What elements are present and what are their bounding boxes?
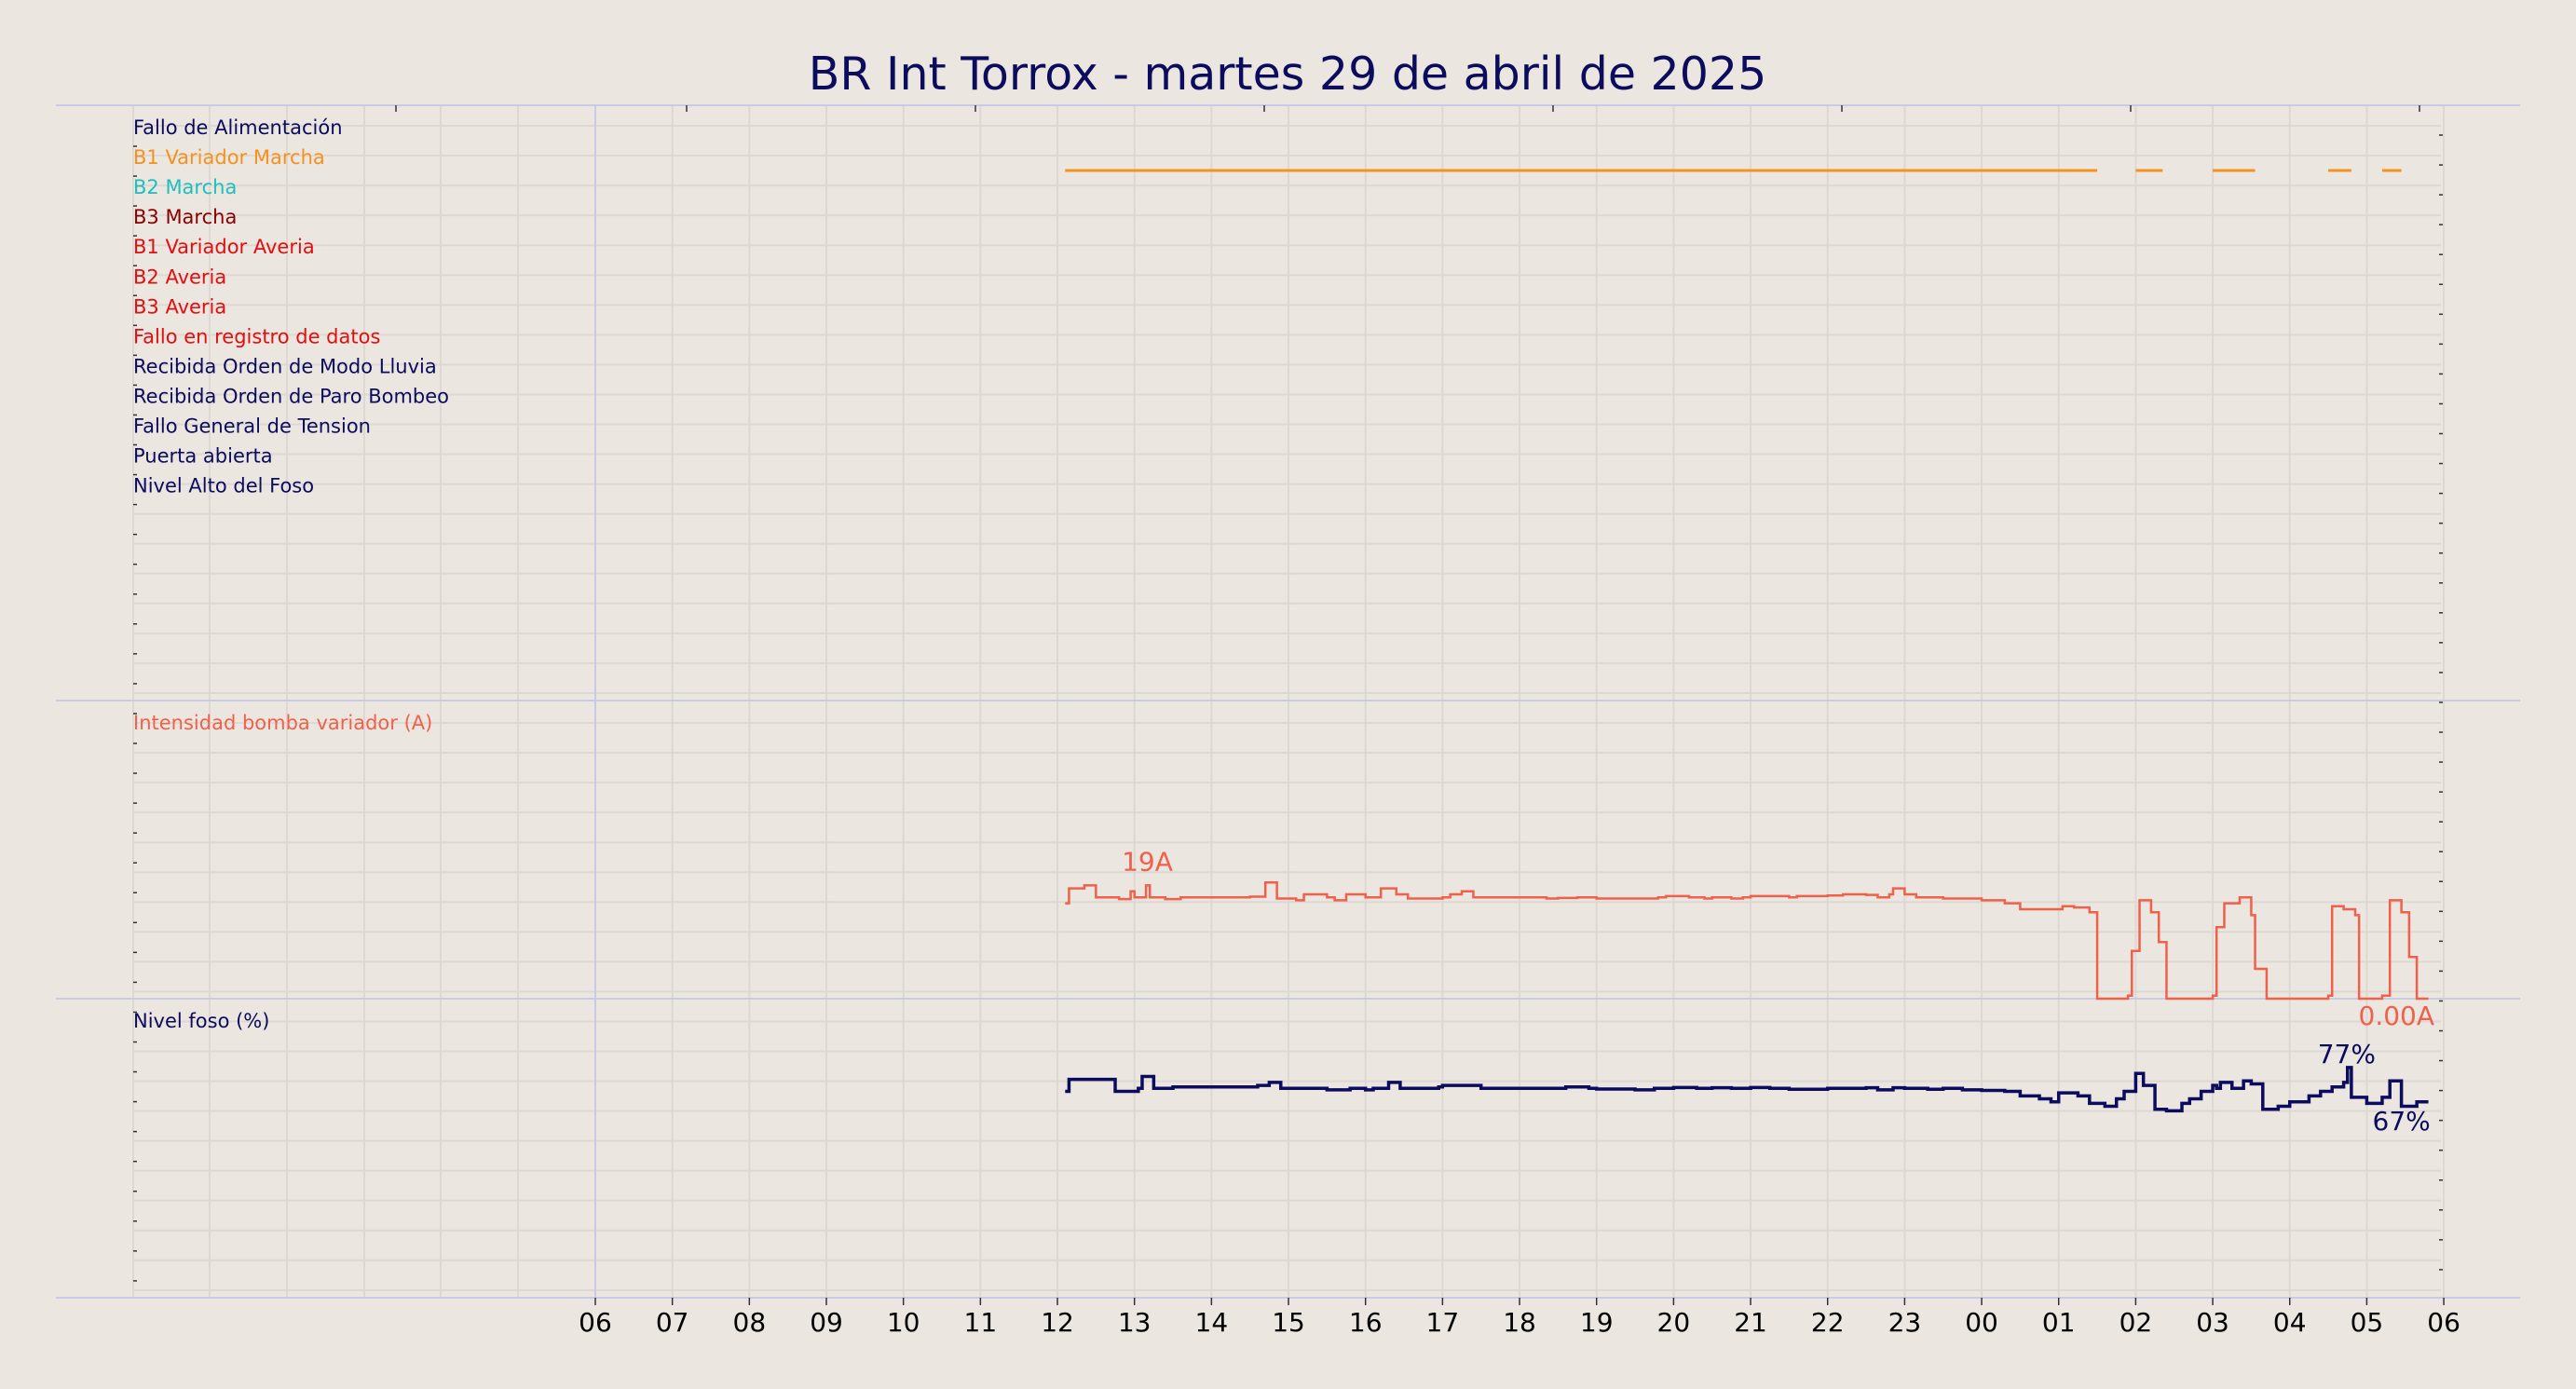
signal-label: B3 Averia	[133, 295, 226, 318]
current-annotation: 0.00A	[2359, 1001, 2435, 1031]
level-annotation: 67%	[2373, 1106, 2431, 1137]
x-tick-label: 08	[733, 1307, 767, 1338]
x-tick-label: 14	[1195, 1307, 1229, 1338]
x-tick-label: 04	[2273, 1307, 2307, 1338]
level-panel: Nivel foso (%) 77% 67%	[133, 1010, 2431, 1137]
x-tick-label: 07	[656, 1307, 689, 1338]
current-annotation: 19A	[1122, 846, 1173, 877]
signal-label: Recibida Orden de Modo Lluvia	[133, 355, 437, 377]
signal-label: Nivel Alto del Foso	[133, 475, 314, 497]
x-tick-label: 12	[1041, 1307, 1074, 1338]
signal-label: B1 Variador Marcha	[133, 146, 325, 169]
x-tick-label: 21	[1734, 1307, 1767, 1338]
x-tick-label: 13	[1118, 1307, 1152, 1338]
x-tick-label: 17	[1426, 1307, 1460, 1338]
signal-label: Recibida Orden de Paro Bombeo	[133, 385, 449, 407]
x-tick-label: 09	[810, 1307, 843, 1338]
signal-label: B2 Marcha	[133, 176, 237, 198]
signal-label: Fallo General de Tension	[133, 415, 371, 438]
signal-label: Fallo de Alimentación	[133, 116, 343, 139]
x-tick-label: 01	[2042, 1307, 2076, 1338]
signal-label: Fallo en registro de datos	[133, 325, 380, 347]
signal-label: B1 Variador Averia	[133, 236, 315, 258]
chart-title: BR Int Torrox - martes 29 de abril de 20…	[809, 48, 1767, 101]
signal-label: Puerta abierta	[133, 445, 273, 468]
x-tick-label: 22	[1811, 1307, 1845, 1338]
x-tick-label: 10	[887, 1307, 920, 1338]
x-tick-label: 15	[1272, 1307, 1305, 1338]
x-tick-label: 02	[2119, 1307, 2153, 1338]
x-tick-label: 23	[1888, 1307, 1922, 1338]
signal-label: B3 Marcha	[133, 206, 237, 228]
current-series-label: Intensidad bomba variador (A)	[133, 712, 432, 734]
signal-label: B2 Averia	[133, 266, 226, 288]
level-annotation: 77%	[2318, 1039, 2376, 1069]
x-tick-label: 00	[1965, 1307, 1998, 1338]
x-tick-label: 20	[1657, 1307, 1691, 1338]
digital-panel: Fallo de Alimentación B1 Variador Marcha B…	[133, 116, 2402, 497]
current-panel: Intensidad bomba variador (A) 19A 0.00A	[133, 712, 2434, 1031]
x-tick-label: 06	[2427, 1307, 2460, 1338]
x-tick-label: 18	[1503, 1307, 1536, 1338]
level-line	[1065, 1066, 2429, 1113]
x-tick-label: 19	[1580, 1307, 1614, 1338]
x-axis: 06 07 08 09 10 11 12 13 14 15 16 17 18 19 20 21 22 23 00 01…	[579, 1298, 2460, 1338]
x-tick-label: 11	[964, 1307, 998, 1338]
x-tick-label: 03	[2196, 1307, 2229, 1338]
x-tick-label: 16	[1349, 1307, 1383, 1338]
grid	[132, 105, 2446, 1298]
current-line	[1065, 880, 2429, 1001]
x-tick-label: 05	[2351, 1307, 2384, 1338]
level-series-label: Nivel foso (%)	[133, 1010, 269, 1032]
x-tick-label: 06	[579, 1307, 612, 1338]
